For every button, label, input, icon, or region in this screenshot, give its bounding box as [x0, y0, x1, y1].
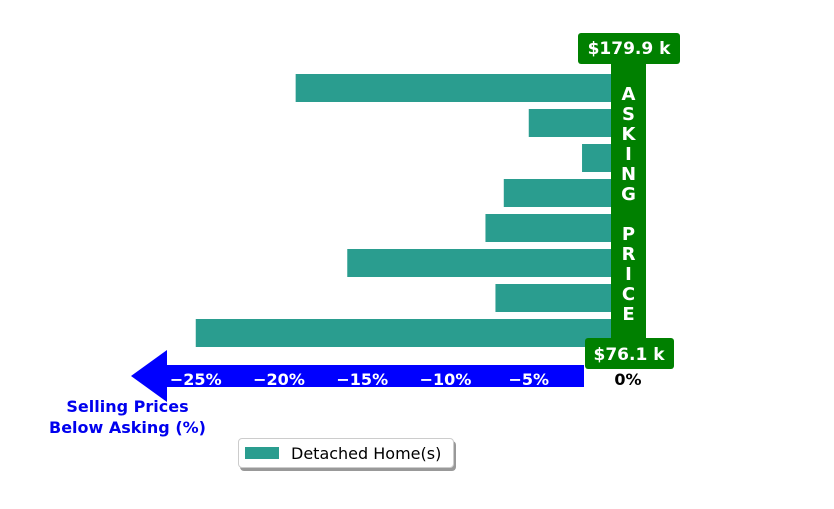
- bar-3: [503, 179, 612, 207]
- bar-5: [347, 249, 612, 277]
- tick-label-2: −15%: [336, 370, 388, 389]
- asking-letter: S: [622, 104, 635, 125]
- asking-letter: R: [622, 244, 636, 265]
- tick-labels: −25% −20% −15% −10% −5% 0%: [170, 370, 642, 389]
- asking-letter: A: [622, 84, 636, 105]
- tick-label-1: −20%: [253, 370, 305, 389]
- bars-group: [195, 74, 612, 347]
- bottom-price-label: $76.1 k: [594, 345, 666, 365]
- bar-7: [195, 319, 612, 347]
- tick-label-0: −25%: [170, 370, 222, 389]
- asking-letter: K: [622, 124, 637, 145]
- asking-letter: I: [625, 144, 632, 165]
- bar-2: [582, 144, 612, 172]
- asking-letter: E: [622, 304, 634, 325]
- bar-0: [295, 74, 612, 102]
- x-axis-caption-line1: Selling Prices: [66, 397, 189, 416]
- asking-letter: G: [621, 184, 636, 205]
- tick-label-3: −10%: [420, 370, 472, 389]
- direction-arrow: [131, 350, 584, 402]
- top-price-badge: $179.9 k: [578, 33, 680, 64]
- bar-4: [485, 214, 612, 242]
- top-price-label: $179.9 k: [588, 39, 672, 59]
- tick-label-4: −5%: [508, 370, 549, 389]
- bar-6: [495, 284, 612, 312]
- asking-price-bar: [611, 62, 646, 342]
- bottom-price-badge: $76.1 k: [585, 338, 674, 369]
- legend-swatch: [245, 447, 279, 459]
- asking-letter: P: [622, 224, 635, 245]
- legend-label: Detached Home(s): [291, 443, 442, 463]
- asking-letter: N: [621, 164, 636, 185]
- legend: Detached Home(s): [238, 438, 454, 468]
- x-axis-caption-line2: Below Asking (%): [49, 418, 206, 437]
- asking-letter: C: [622, 284, 635, 305]
- tick-label-5: 0%: [614, 370, 641, 389]
- bar-1: [528, 109, 612, 137]
- x-axis-caption: Selling Prices Below Asking (%): [30, 396, 225, 438]
- asking-letter: I: [625, 264, 632, 285]
